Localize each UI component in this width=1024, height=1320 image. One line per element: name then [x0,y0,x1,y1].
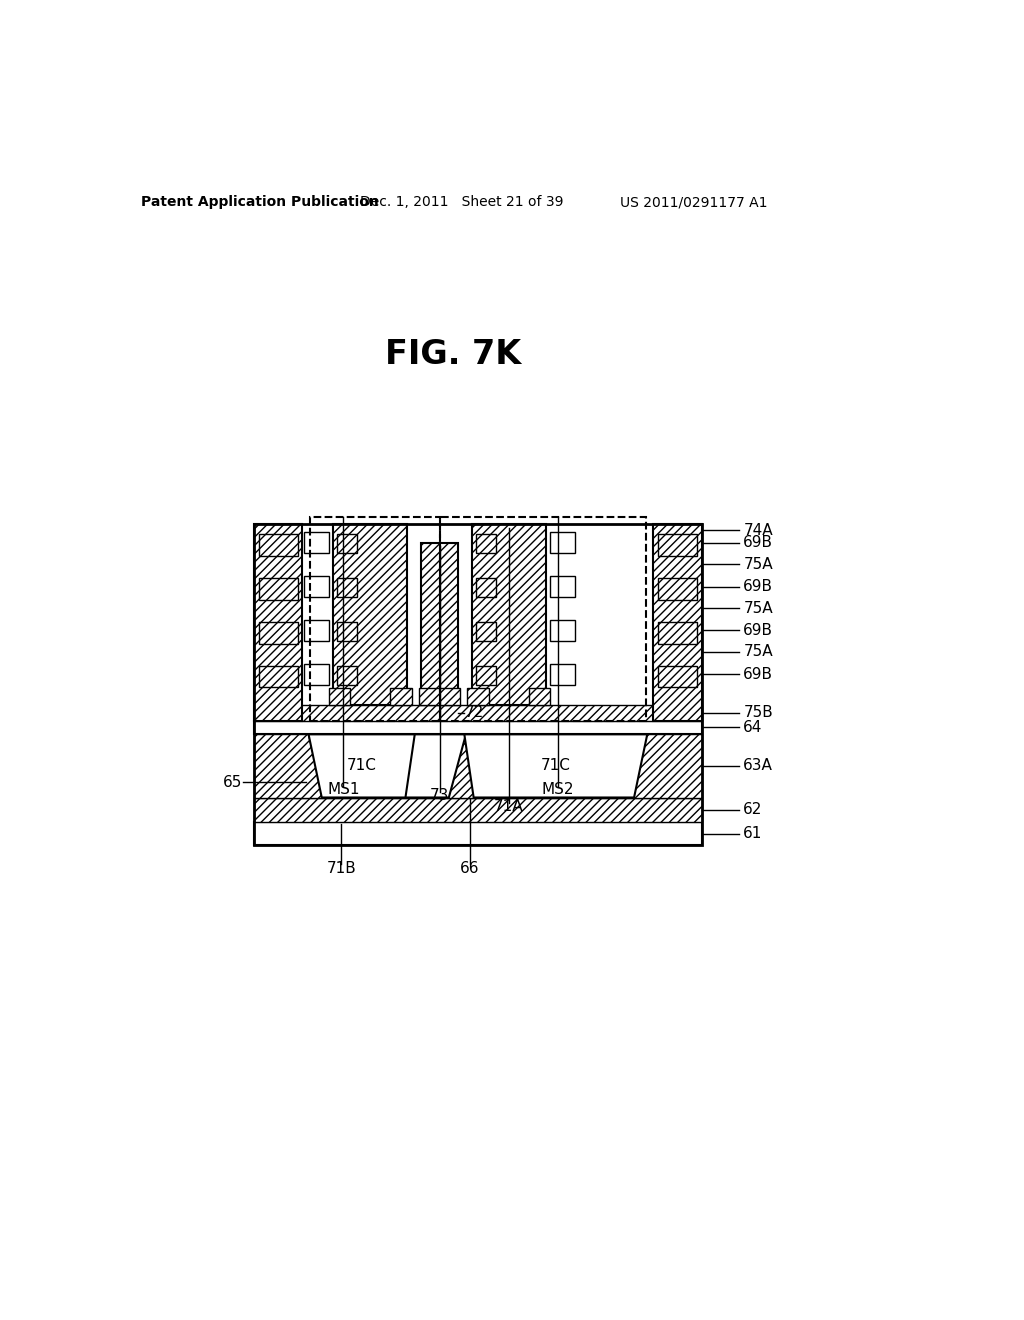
Polygon shape [308,734,415,797]
Bar [476,665,496,685]
Text: 66: 66 [460,861,479,876]
Bar [259,578,298,599]
Text: FIG. 7K: FIG. 7K [385,338,521,371]
Bar [337,665,357,685]
Bar [658,535,697,556]
Bar [310,517,439,721]
Bar [254,721,701,734]
Bar [254,524,701,845]
Bar [259,665,298,688]
Text: 69B: 69B [743,535,773,550]
Bar [334,524,407,705]
Bar [550,576,575,598]
Bar [254,797,701,822]
Polygon shape [464,734,647,797]
Bar [476,578,496,598]
Text: 71A: 71A [494,799,523,814]
Text: 71B: 71B [327,861,356,876]
Bar [329,688,350,705]
Text: 74A: 74A [743,523,773,537]
Text: 71C: 71C [541,759,570,774]
Bar [254,524,302,721]
Bar [550,619,575,642]
Text: MS2: MS2 [542,783,574,797]
Text: 71C: 71C [346,759,376,774]
Bar [419,688,461,705]
Bar [259,622,298,644]
Bar [550,664,575,685]
Text: 61: 61 [743,826,763,841]
Text: 75A: 75A [743,601,773,615]
Bar [653,524,701,721]
Bar [337,578,357,598]
Bar [472,524,546,705]
Bar [467,688,489,705]
Bar [337,622,357,642]
Bar [439,517,646,721]
Text: MS1: MS1 [328,783,359,797]
Text: 72: 72 [464,705,483,721]
Bar [550,532,575,553]
Text: 75A: 75A [743,557,773,572]
Text: 69B: 69B [743,667,773,682]
Text: 65: 65 [223,775,243,789]
Bar [337,535,357,553]
Text: 62: 62 [743,803,763,817]
Bar [528,688,550,705]
Bar [304,664,329,685]
Bar [390,688,412,705]
Bar [254,734,701,797]
Bar [658,665,697,688]
Text: 75A: 75A [743,644,773,660]
Bar [259,535,298,556]
Polygon shape [308,734,466,797]
Bar [658,578,697,599]
Text: Patent Application Publication: Patent Application Publication [141,195,379,210]
Text: 63A: 63A [743,759,773,774]
Text: 69B: 69B [743,579,773,594]
Text: 73: 73 [430,788,450,803]
Text: 75B: 75B [743,705,773,721]
Bar [658,622,697,644]
Bar [476,622,496,642]
Text: 64: 64 [743,719,763,735]
Text: Dec. 1, 2011   Sheet 21 of 39: Dec. 1, 2011 Sheet 21 of 39 [359,195,563,210]
Bar [304,619,329,642]
Bar [421,544,458,705]
Bar [254,822,701,845]
Text: US 2011/0291177 A1: US 2011/0291177 A1 [620,195,768,210]
Bar [476,535,496,553]
Bar [304,576,329,598]
Text: 69B: 69B [743,623,773,638]
Bar [254,705,701,721]
Bar [304,532,329,553]
